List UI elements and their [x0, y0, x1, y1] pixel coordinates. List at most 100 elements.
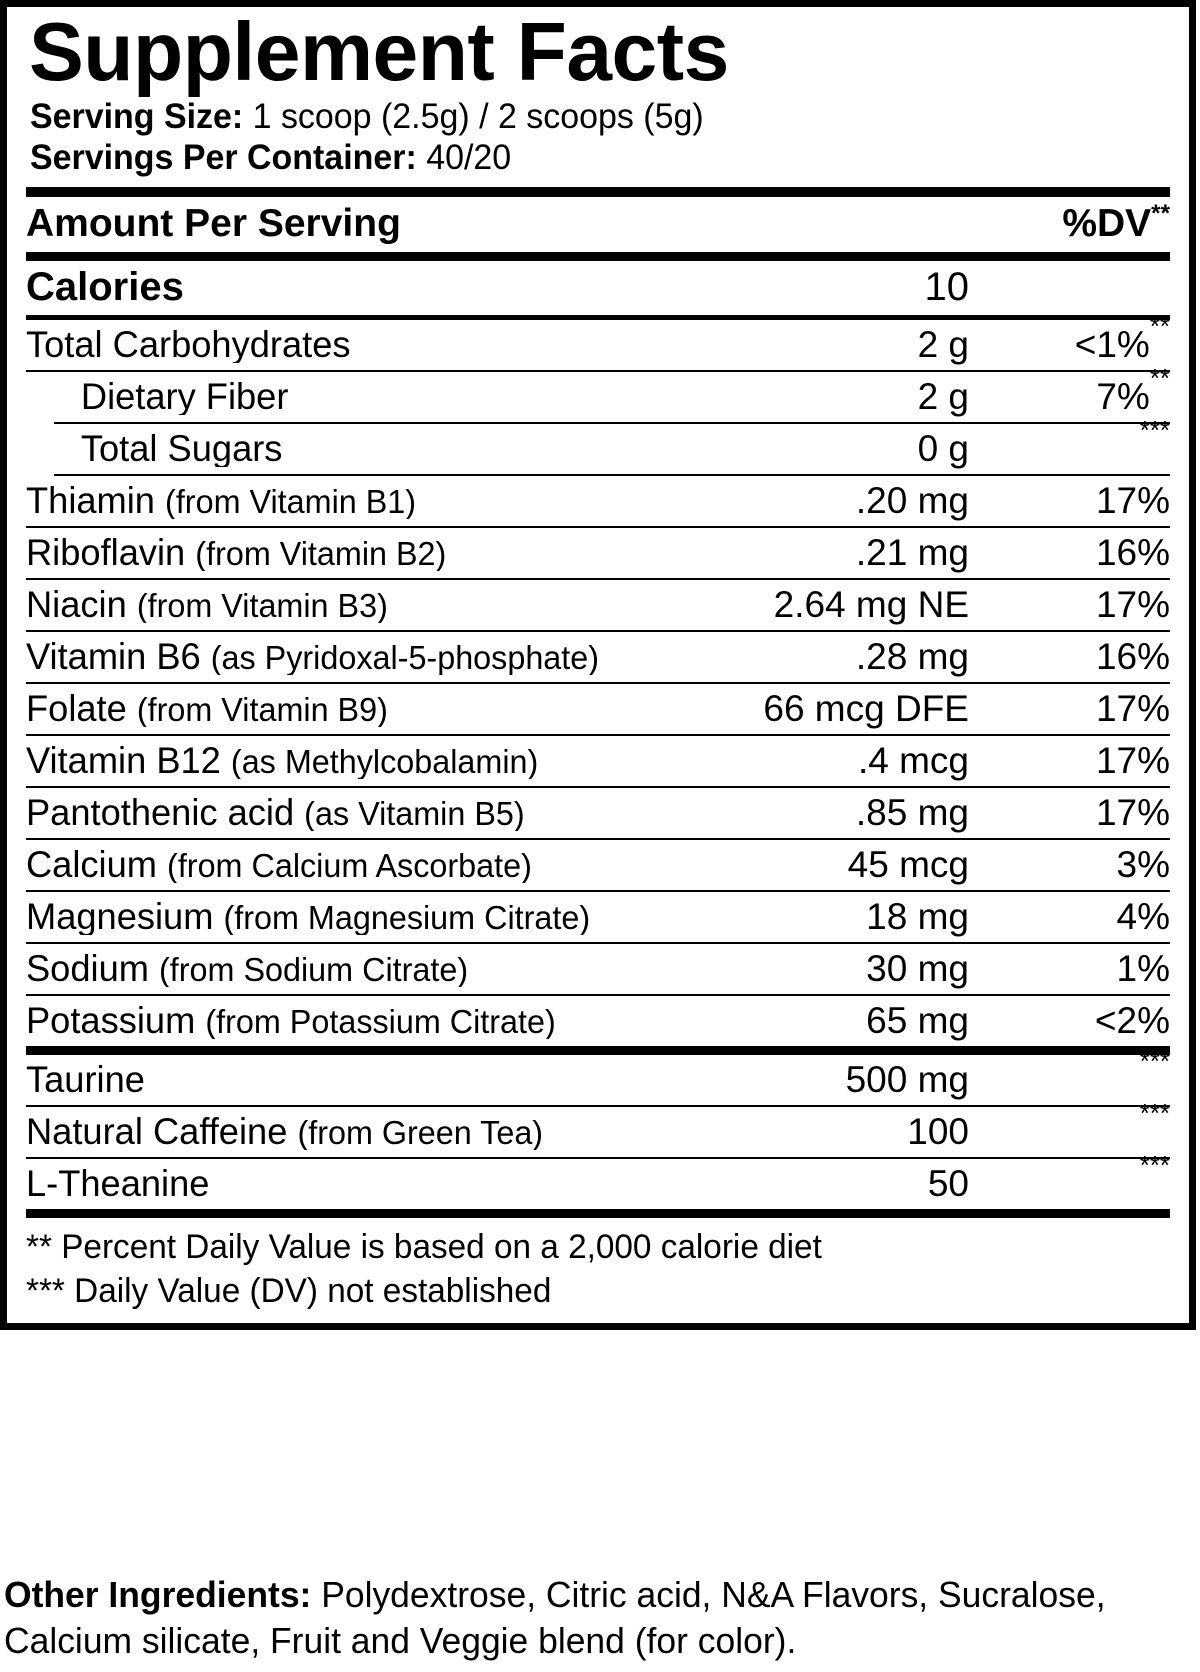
dv-header-asterisk: ** [1151, 200, 1170, 228]
nutrient-source: (from Green Tea) [297, 1114, 544, 1151]
table-row: Total Carbohydrates 2 g <1%** [26, 313, 1170, 370]
nutrient-source: (from Magnesium Citrate) [223, 899, 591, 936]
nutrient-amount: 500 mg [845, 1059, 969, 1101]
table-row: Magnesium (from Magnesium Citrate) 18 mg 4… [26, 892, 1170, 942]
row-divider [26, 942, 1170, 945]
divider-below-calories [26, 315, 1170, 321]
nutrient-daily-value: *** [985, 1153, 1170, 1202]
nutrient-daily-value: 17% [1095, 584, 1170, 626]
supplement-facts-panel: Supplement Facts Serving Size: 1 scoop (… [0, 0, 1196, 1331]
other-ingredients-value: Polydextrose, Citric acid, N&A Flavors, … [4, 1574, 1106, 1662]
dv-asterisk: *** [1139, 1048, 1170, 1077]
calories-row: Calories 10 [26, 261, 1170, 315]
nutrient-amount: 2 g [917, 324, 969, 366]
nutrient-source: (as Methylcobalamin) [230, 743, 539, 780]
nutrient-daily-value: *** [985, 1049, 1170, 1098]
nutrient-name: Magnesium (from Magnesium Citrate) [26, 898, 591, 936]
servings-per-container-label: Servings Per Container: [30, 138, 417, 178]
divider-above-actives [26, 1046, 1170, 1056]
nutrient-source: (from Vitamin B3) [136, 587, 388, 624]
nutrient-daily-value: 1% [1116, 948, 1170, 990]
nutrient-source: (from Calcium Ascorbate) [167, 847, 532, 884]
nutrient-amount: 50 [927, 1163, 969, 1205]
table-row: Natural Caffeine (from Green Tea) 100 *** [26, 1101, 1170, 1157]
vitamin-mineral-rows: Thiamin (from Vitamin B1) .20 mg 17% Ribofl… [26, 476, 1170, 1046]
table-row: Sodium (from Sodium Citrate) 30 mg 1% [26, 944, 1170, 994]
nutrient-amount: .20 mg [855, 480, 969, 522]
table-row: Taurine 500 mg *** [26, 1049, 1170, 1105]
nutrient-name: Riboflavin (from Vitamin B2) [26, 534, 447, 572]
row-divider [26, 734, 1170, 737]
nutrient-daily-value: 17% [1095, 480, 1170, 522]
calories-amount: 10 [924, 265, 970, 310]
nutrient-daily-value: 17% [1095, 688, 1170, 730]
nutrient-name: Thiamin (from Vitamin B1) [26, 482, 417, 520]
row-divider [26, 682, 1170, 685]
table-column-header: Amount Per Serving %DV** [26, 197, 1170, 252]
calories-label: Calories [26, 265, 184, 310]
nutrient-name: Dietary Fiber [80, 378, 289, 416]
row-divider [26, 578, 1170, 581]
nutrient-daily-value: 17% [1095, 740, 1170, 782]
nutrient-amount: 2 g [917, 376, 969, 418]
footnotes: ** Percent Daily Value is based on a 2,0… [26, 1218, 1170, 1313]
nutrient-name: L-Theanine [26, 1165, 210, 1203]
other-ingredients: Other Ingredients: Polydextrose, Citric … [4, 1572, 1178, 1664]
nutrient-name: Sodium (from Sodium Citrate) [26, 950, 469, 988]
nutrient-name: Total Carbohydrates [26, 326, 351, 364]
nutrient-daily-value: 7%** [1096, 365, 1170, 418]
row-divider [26, 838, 1170, 841]
table-row: Vitamin B12 (as Methylcobalamin) .4 mcg 17… [26, 736, 1170, 786]
nutrient-amount: 0 g [917, 428, 969, 470]
row-divider [26, 890, 1170, 893]
table-row: Folate (from Vitamin B9) 66 mcg DFE 17% [26, 684, 1170, 734]
servings-per-container-value: 40/20 [426, 138, 512, 178]
nutrient-name: Total Sugars [80, 430, 283, 468]
nutrient-source: (as Pyridoxal-5-phosphate) [210, 639, 600, 676]
nutrient-daily-value: <2% [1094, 1000, 1170, 1042]
nutrient-name: Natural Caffeine (from Green Tea) [26, 1113, 544, 1151]
nutrient-name: Vitamin B6 (as Pyridoxal-5-phosphate) [26, 638, 600, 676]
row-divider [26, 526, 1170, 529]
daily-value-header: %DV** [1062, 200, 1170, 246]
row-divider [26, 1157, 1170, 1160]
row-divider [26, 786, 1170, 789]
dv-asterisk: *** [1139, 417, 1170, 446]
row-divider [26, 370, 1170, 373]
nutrient-amount: .4 mcg [857, 740, 969, 782]
nutrient-daily-value: 17% [1095, 792, 1170, 834]
nutrient-source: (from Potassium Citrate) [205, 1003, 556, 1040]
serving-size-label: Serving Size: [30, 96, 244, 136]
nutrient-amount: .28 mg [855, 636, 969, 678]
servings-per-container-line: Servings Per Container: 40/20 [30, 137, 1136, 178]
table-row: Calcium (from Calcium Ascorbate) 45 mcg 3% [26, 840, 1170, 890]
dv-asterisk: *** [1139, 1152, 1170, 1181]
nutrient-daily-value: 4% [1116, 896, 1170, 938]
nutrient-amount: 18 mg [866, 896, 969, 938]
nutrient-daily-value: 16% [1095, 532, 1170, 574]
serving-size-value: 1 scoop (2.5g) / 2 scoops (5g) [252, 96, 704, 136]
nutrient-daily-value: *** [985, 1101, 1170, 1150]
dv-asterisk: *** [1139, 1100, 1170, 1129]
nutrient-name: Taurine [26, 1061, 145, 1099]
nutrient-name: Pantothenic acid (as Vitamin B5) [26, 794, 525, 832]
macronutrient-rows: Total Carbohydrates 2 g <1%** Dietary Fiber… [26, 313, 1170, 477]
row-divider [26, 630, 1170, 633]
row-divider [54, 422, 1170, 425]
serving-size-line: Serving Size: 1 scoop (2.5g) / 2 scoops … [30, 96, 1136, 137]
nutrient-source: (from Vitamin B1) [165, 483, 417, 520]
nutrient-name: Niacin (from Vitamin B3) [26, 586, 388, 624]
nutrient-amount: 65 mg [866, 1000, 969, 1042]
divider-above-header [26, 187, 1170, 198]
nutrient-daily-value: <1%** [1074, 313, 1170, 366]
row-divider [26, 994, 1170, 997]
nutrient-source: (from Sodium Citrate) [159, 951, 469, 988]
footnote-line: *** Daily Value (DV) not established [26, 1271, 552, 1310]
nutrient-name: Vitamin B12 (as Methylcobalamin) [26, 742, 539, 780]
table-row: Riboflavin (from Vitamin B2) .21 mg 16% [26, 528, 1170, 578]
nutrient-amount: .85 mg [855, 792, 969, 834]
nutrient-amount: .21 mg [855, 532, 969, 574]
nutrient-daily-value: 16% [1095, 636, 1170, 678]
nutrient-amount: 30 mg [866, 948, 969, 990]
nutrient-name: Calcium (from Calcium Ascorbate) [26, 846, 532, 884]
